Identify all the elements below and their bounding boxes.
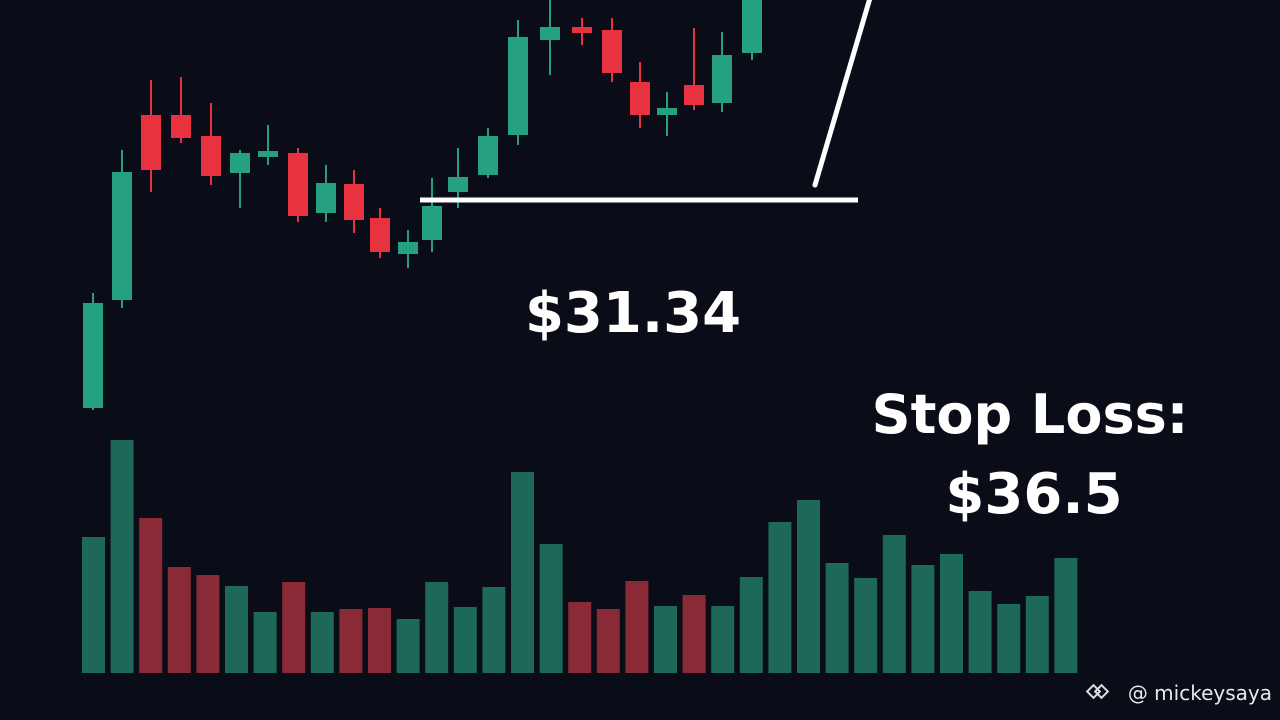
candle-body [657, 108, 677, 115]
volume-bar [368, 608, 391, 673]
candle-body [201, 136, 221, 176]
candle-body [398, 242, 418, 254]
price-label: $31.34 [525, 281, 741, 346]
volume-bar [482, 587, 506, 673]
volume-bar [825, 563, 849, 673]
volume-bar [768, 522, 792, 673]
candle-body [258, 151, 278, 157]
trend-line [812, 0, 873, 188]
volume-bar [253, 612, 277, 673]
volume-bar [797, 500, 820, 673]
candles [83, 0, 762, 410]
volume-bars [82, 440, 1078, 673]
volume-bar [282, 582, 306, 673]
watermark: @ mickeysaya [1128, 681, 1272, 705]
volume-bar [339, 609, 363, 673]
stop-loss-label: Stop Loss: [872, 383, 1189, 446]
candle-body [288, 153, 308, 216]
candle-body [422, 206, 442, 240]
volume-bar [425, 582, 449, 673]
candle-body [370, 218, 390, 252]
volume-bar [110, 440, 134, 673]
volume-bar [167, 567, 191, 673]
volume-bar [596, 609, 620, 673]
volume-bar [625, 581, 649, 673]
volume-bar [854, 578, 878, 673]
volume-bar [940, 554, 963, 673]
volume-bar [453, 607, 477, 673]
candle-body [171, 115, 191, 138]
volume-bar [225, 586, 248, 673]
candle-body [141, 115, 161, 170]
watermark-icon [1085, 683, 1110, 700]
candle-body [112, 172, 132, 300]
volume-bar [82, 537, 105, 673]
candle-body [742, 0, 762, 53]
candle-body [630, 82, 650, 115]
candle-body [478, 136, 498, 175]
candle-body [230, 153, 250, 173]
volume-bar [882, 535, 906, 673]
volume-bar [396, 619, 420, 673]
volume-bar [711, 606, 735, 673]
candle-body [540, 27, 560, 40]
candle-body [344, 184, 364, 220]
volume-bar [568, 602, 592, 673]
volume-bar [139, 518, 163, 673]
candle-body [572, 27, 592, 33]
stop-loss-value: $36.5 [945, 462, 1122, 527]
volume-bar [739, 577, 763, 673]
candle-body [316, 183, 336, 213]
volume-bar [911, 565, 935, 673]
volume-bar [310, 612, 334, 673]
candle-body [508, 37, 528, 135]
candle-body [602, 30, 622, 73]
candle-body [83, 303, 103, 408]
candle-body [448, 177, 468, 192]
volume-bar [196, 575, 220, 673]
volume-bar [997, 604, 1021, 673]
volume-bar [968, 591, 992, 673]
volume-bar [654, 606, 677, 673]
volume-bar [682, 595, 706, 673]
candle-body [684, 85, 704, 105]
volume-bar [1025, 596, 1049, 673]
volume-bar [539, 544, 563, 673]
candle-body [712, 55, 732, 103]
volume-bar [511, 472, 534, 673]
volume-bar [1054, 558, 1078, 673]
